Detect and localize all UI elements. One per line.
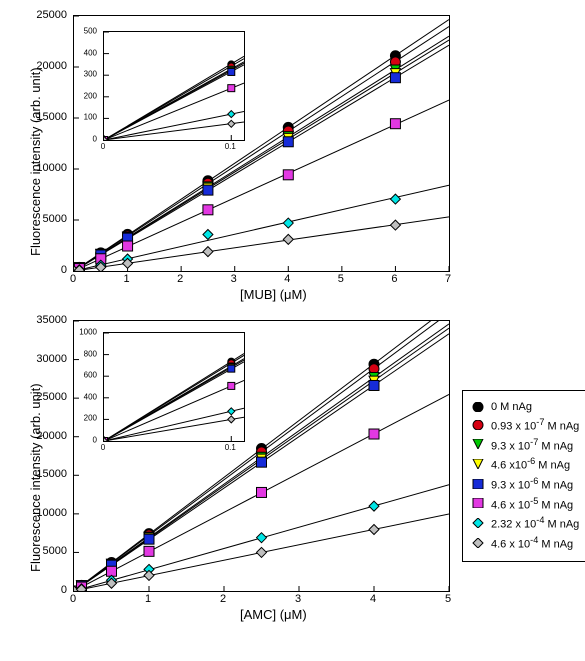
ytick-label: 400 [77,392,97,401]
legend-label: 0 M nAg [491,401,532,413]
ytick-label: 0 [29,584,67,596]
ytick-label: 0 [77,436,97,445]
ytick-label: 300 [77,70,97,79]
ytick-label: 1000 [77,328,97,337]
xtick-label: 1 [145,593,151,605]
legend-item: 0.93 x 10-7 M nAg [471,417,585,433]
ytick-label: 100 [77,113,97,122]
ytick-label: 200 [77,91,97,100]
legend-label: 2.32 x 10-4 M nAg [491,515,579,531]
legend-marker-icon [471,402,485,412]
xtick-label: 2 [220,593,226,605]
legend-marker-icon [471,479,485,489]
xtick-label: 0 [70,273,76,285]
figure-container: 012345670500010000150002000025000 Fluore… [10,10,585,651]
legend-item: 9.3 x 10-7 M nAg [471,437,585,453]
ytick-label: 35000 [29,314,67,326]
panel-a-ylabel: Fluorescence intensity (arb. unit) [28,67,43,256]
ytick-label: 0 [29,264,67,276]
ytick-label: 0 [77,135,97,144]
panel-b-inset-svg [104,333,244,441]
panel-b-ylabel: Fluorescence intensity (arb. unit) [28,383,43,572]
xtick-label: 2 [177,273,183,285]
legend-marker-icon [471,439,485,449]
legend-label: 4.6 x 10-4 M nAg [491,535,573,551]
ytick-label: 400 [77,48,97,57]
xtick-label: 3 [231,273,237,285]
xtick-label: 0 [101,142,105,151]
ytick-label: 800 [77,349,97,358]
xtick-label: 4 [284,273,290,285]
legend-label: 9.3 x 10-7 M nAg [491,437,573,453]
xtick-label: 0.1 [225,443,236,452]
legend-item: 4.6 x 10-5 M nAg [471,496,585,512]
ytick-label: 25000 [29,9,67,21]
legend-label: 4.6 x 10-5 M nAg [491,496,573,512]
ytick-label: 500 [77,27,97,36]
legend-item: 2.32 x 10-4 M nAg [471,515,585,531]
xtick-label: 0.1 [225,142,236,151]
legend-marker-icon [471,498,485,508]
ytick-label: 600 [77,371,97,380]
legend-marker-icon [471,538,485,548]
legend-item: 9.3 x 10-6 M nAg [471,476,585,492]
xtick-label: 0 [101,443,105,452]
legend-label: 0.93 x 10-7 M nAg [491,417,579,433]
ytick-label: 200 [77,414,97,423]
panel-b-xlabel: [AMC] (μM) [240,607,307,622]
xtick-label: 1 [124,273,130,285]
legend-marker-icon [471,518,485,528]
legend-marker-icon [471,459,485,469]
legend-item: 0 M nAg [471,401,585,413]
legend: 0 M nAg 0.93 x 10-7 M nAg 9.3 x 10-7 M n… [462,390,585,562]
legend-item: 4.6 x10-6 M nAg [471,456,585,472]
xtick-label: 3 [295,593,301,605]
legend-label: 9.3 x 10-6 M nAg [491,476,573,492]
xtick-label: 0 [70,593,76,605]
xtick-label: 5 [338,273,344,285]
legend-item: 4.6 x 10-4 M nAg [471,535,585,551]
panel-b-inset [103,332,245,442]
xtick-label: 5 [445,593,451,605]
panel-a-inset [103,31,245,141]
legend-label: 4.6 x10-6 M nAg [491,456,570,472]
xtick-label: 7 [445,273,451,285]
ytick-label: 30000 [29,353,67,365]
panel-a-inset-svg [104,32,244,140]
xtick-label: 4 [370,593,376,605]
panel-a-xlabel: [MUB] (μM) [240,287,307,302]
legend-marker-icon [471,420,485,430]
xtick-label: 6 [391,273,397,285]
